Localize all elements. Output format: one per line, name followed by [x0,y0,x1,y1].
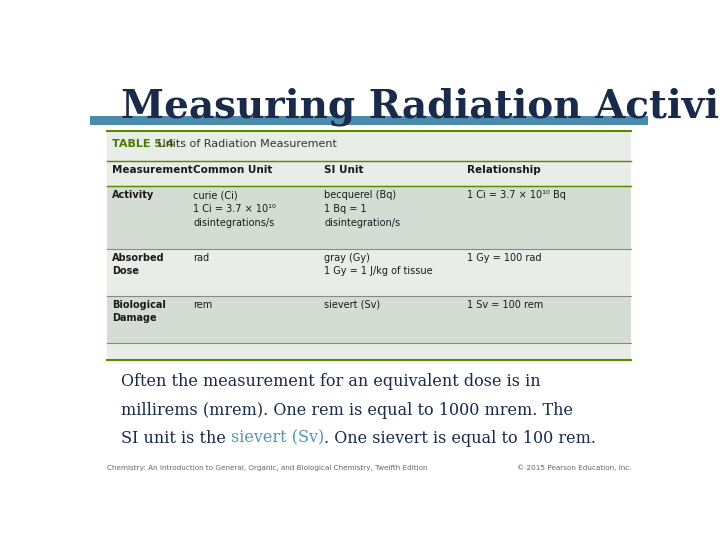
Text: SI Unit: SI Unit [324,165,364,174]
Text: Measuring Radiation Activity: Measuring Radiation Activity [121,87,720,126]
Text: Measurement: Measurement [112,165,193,174]
FancyBboxPatch shape [107,295,631,342]
FancyBboxPatch shape [107,131,631,360]
Text: Units of Radiation Measurement: Units of Radiation Measurement [154,139,337,149]
Text: © 2015 Pearson Education, Inc.: © 2015 Pearson Education, Inc. [517,465,631,471]
Text: Absorbed
Dose: Absorbed Dose [112,253,165,276]
Text: rad: rad [193,253,210,263]
FancyBboxPatch shape [90,116,648,125]
Text: Activity: Activity [112,191,155,200]
Text: Relationship: Relationship [467,165,541,174]
Text: curie (Ci)
1 Ci = 3.7 × 10¹⁰
disintegrations/s: curie (Ci) 1 Ci = 3.7 × 10¹⁰ disintegrat… [193,191,276,227]
Text: millirems (mrem). One rem is equal to 1000 mrem. The: millirems (mrem). One rem is equal to 10… [121,402,572,418]
Text: Chemistry: An Introduction to General, Organic, and Biological Chemistry, Twelft: Chemistry: An Introduction to General, O… [107,465,427,471]
FancyBboxPatch shape [107,248,631,295]
Text: becquerel (Bq)
1 Bq = 1
disintegration/s: becquerel (Bq) 1 Bq = 1 disintegration/s [324,191,400,227]
Text: gray (Gy)
1 Gy = 1 J/kg of tissue: gray (Gy) 1 Gy = 1 J/kg of tissue [324,253,433,276]
Text: 1 Sv = 100 rem: 1 Sv = 100 rem [467,300,543,310]
Text: TABLE 5.4: TABLE 5.4 [112,139,174,149]
Text: Common Unit: Common Unit [193,165,273,174]
Text: sievert (Sv): sievert (Sv) [324,300,380,310]
Text: Often the measurement for an equivalent dose is in: Often the measurement for an equivalent … [121,373,540,390]
Text: 1 Ci = 3.7 × 10¹⁰ Bq: 1 Ci = 3.7 × 10¹⁰ Bq [467,191,565,200]
Text: 1 Gy = 100 rad: 1 Gy = 100 rad [467,253,541,263]
Text: sievert (Sv): sievert (Sv) [230,430,324,447]
Text: Biological
Damage: Biological Damage [112,300,166,323]
Text: . One sievert is equal to 100 rem.: . One sievert is equal to 100 rem. [324,430,596,447]
Text: SI unit is the: SI unit is the [121,430,230,447]
FancyBboxPatch shape [107,186,631,248]
Text: rem: rem [193,300,212,310]
